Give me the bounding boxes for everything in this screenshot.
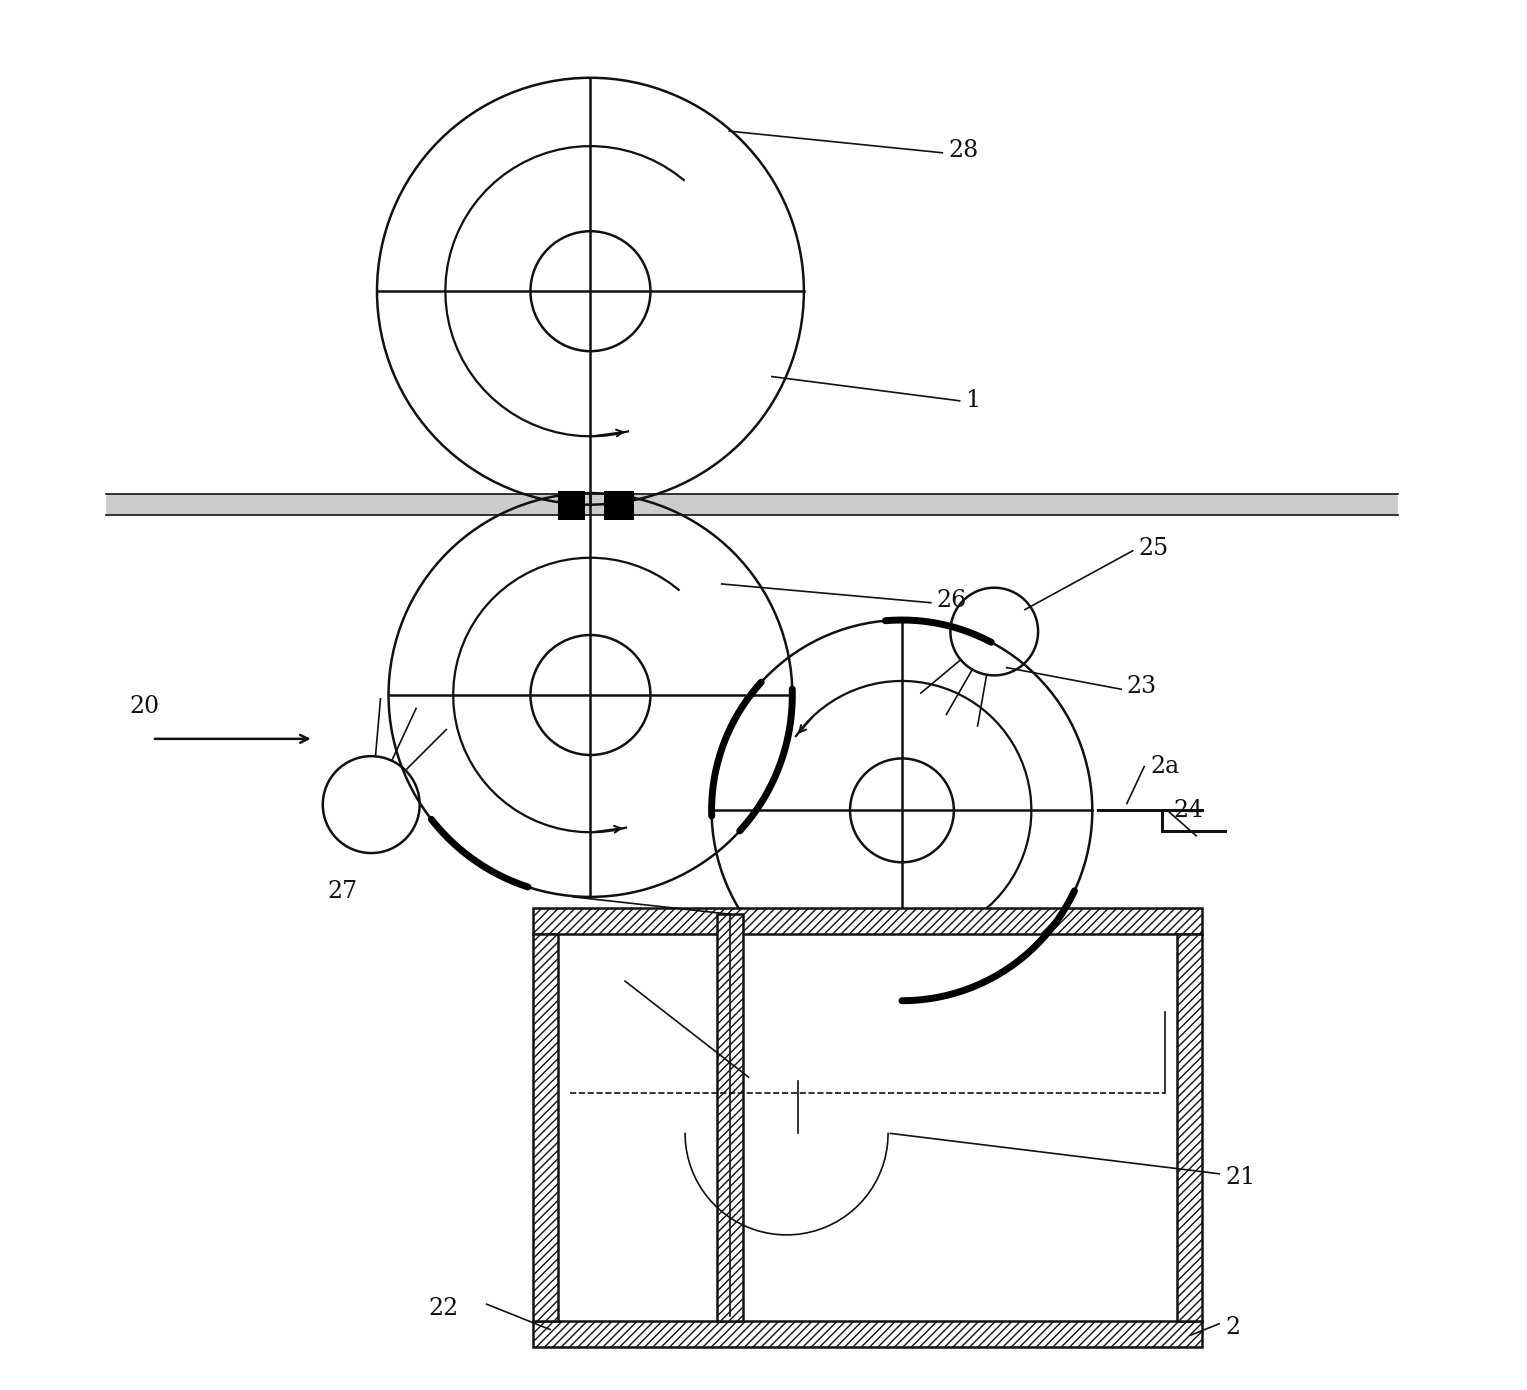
- Bar: [1176, 934, 1202, 1322]
- Text: 22: 22: [429, 1297, 460, 1320]
- Bar: [533, 1322, 1202, 1347]
- Bar: [605, 491, 634, 520]
- Text: 23a: 23a: [568, 972, 611, 995]
- Text: 2a: 2a: [1150, 755, 1179, 778]
- Bar: [559, 491, 585, 520]
- Bar: [559, 934, 1176, 1322]
- Text: 28: 28: [948, 139, 979, 163]
- Text: 23: 23: [1127, 676, 1157, 698]
- Bar: [533, 934, 559, 1322]
- Bar: [718, 915, 742, 1322]
- Text: 25: 25: [1139, 537, 1168, 560]
- Text: 21: 21: [1225, 1166, 1255, 1188]
- Text: 26: 26: [936, 589, 967, 612]
- Text: 1: 1: [965, 389, 980, 413]
- Text: 24: 24: [1173, 799, 1203, 821]
- Bar: [105, 495, 1399, 516]
- Text: 20: 20: [128, 695, 159, 719]
- Bar: [533, 909, 1202, 934]
- Text: 27: 27: [327, 880, 357, 902]
- Text: 2: 2: [1225, 1316, 1240, 1339]
